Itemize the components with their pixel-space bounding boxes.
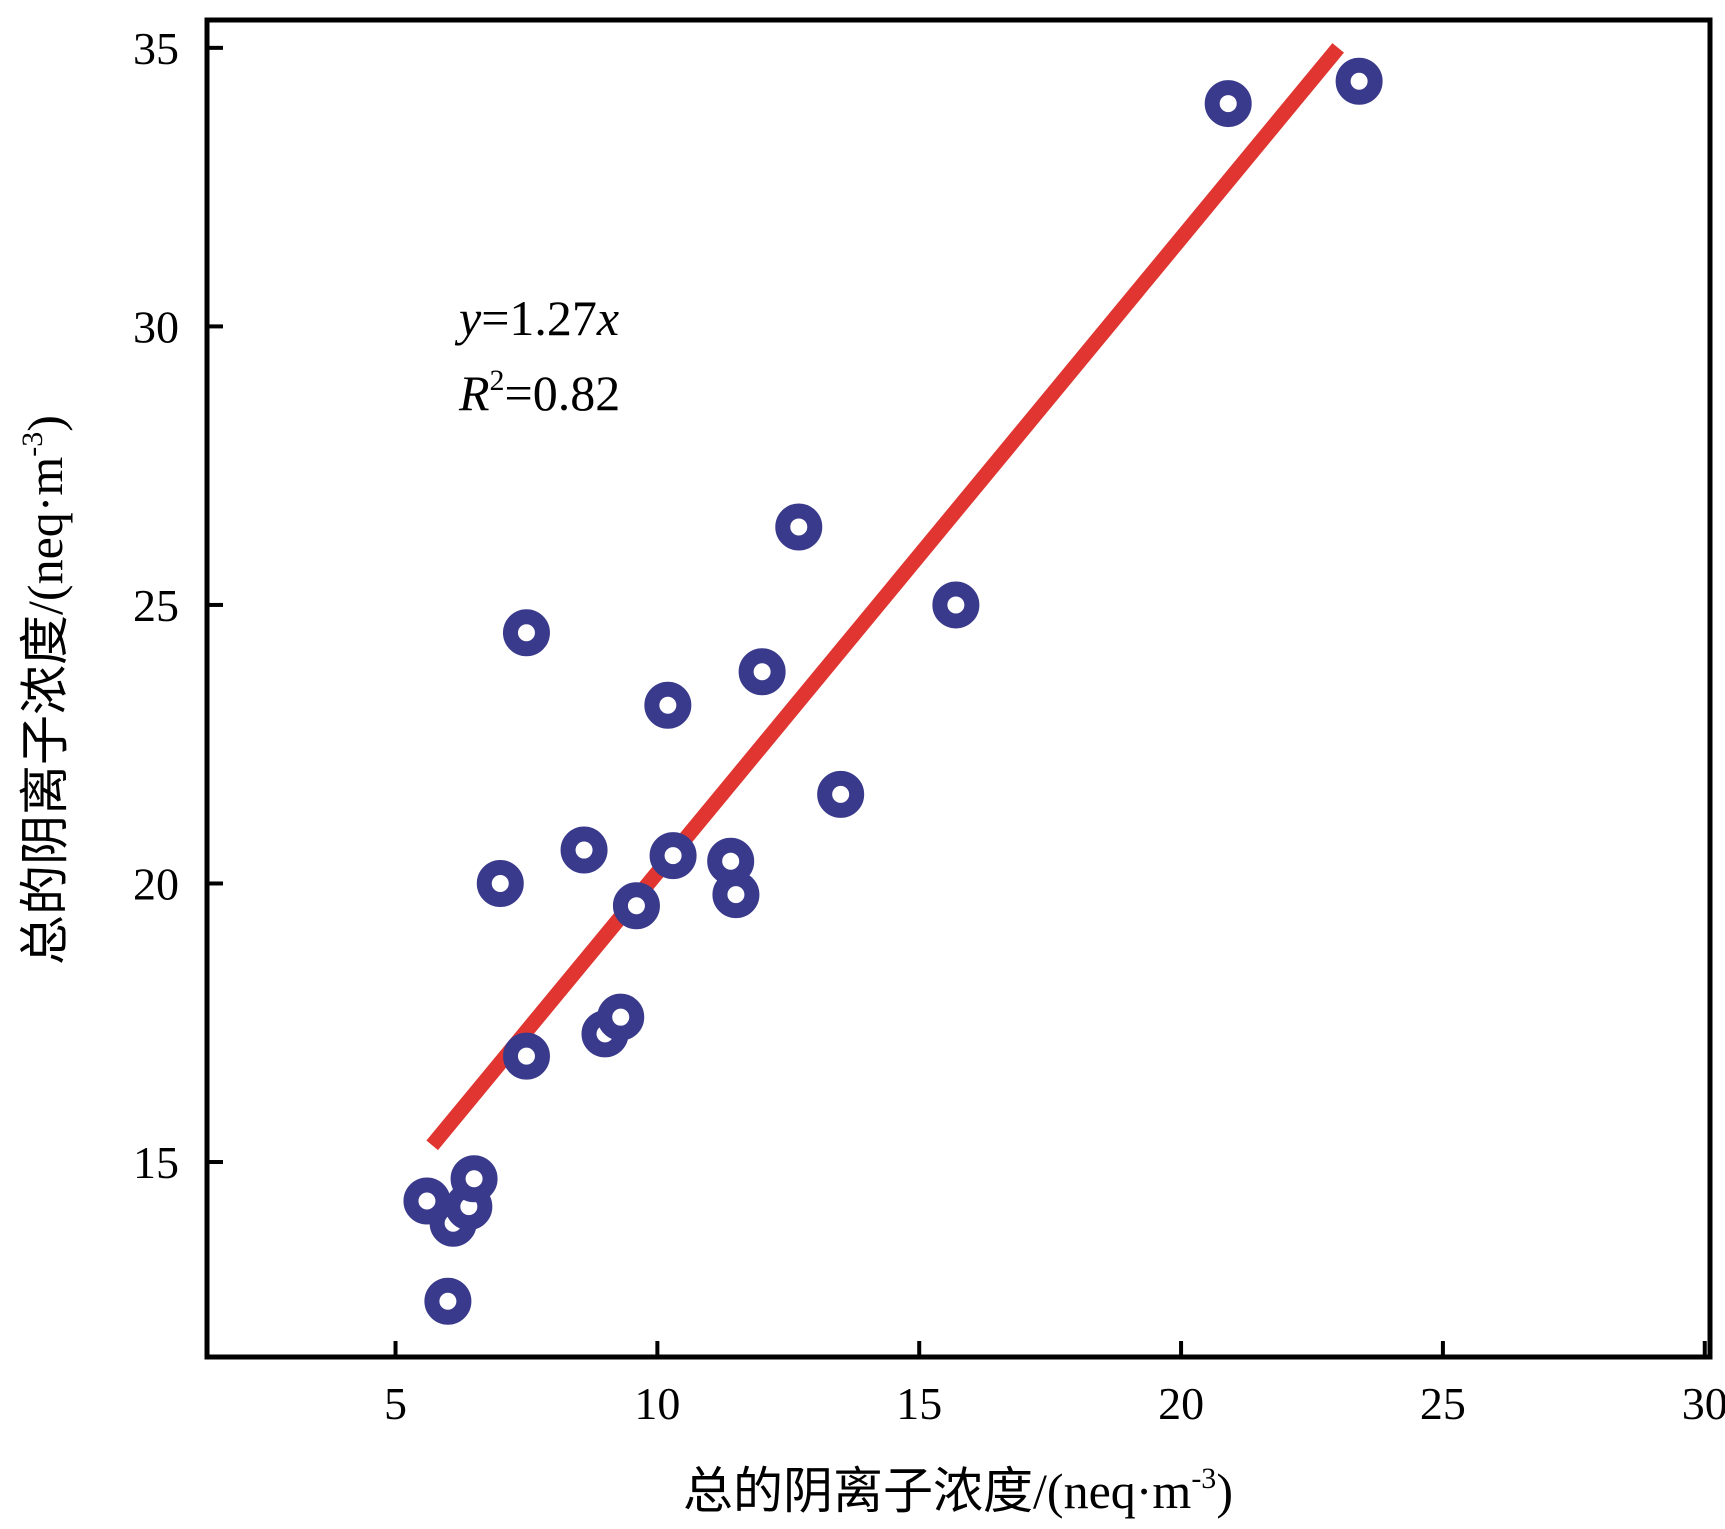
data-point	[424, 1277, 472, 1325]
x-axis-label-sup: -3	[1191, 1462, 1216, 1495]
y-axis-ticks: 15 20 25 30 35	[133, 23, 223, 1188]
data-point	[597, 993, 645, 1041]
data-point	[932, 581, 980, 629]
r-squared-sup: 2	[490, 364, 505, 397]
data-point	[1335, 57, 1383, 105]
plot-area-frame	[204, 17, 1713, 1360]
x-tick-label: 20	[1158, 1378, 1204, 1429]
data-point	[644, 681, 692, 729]
data-points	[403, 57, 1383, 1325]
y-tick-label: 35	[133, 23, 179, 74]
data-point	[1204, 80, 1252, 128]
x-axis-label-main: 总的阴离子浓度/(neq·m	[683, 1463, 1191, 1519]
data-point	[502, 609, 550, 657]
regression-line	[426, 43, 1344, 1151]
equation-y-var: y	[454, 290, 482, 346]
r-squared-value: =0.82	[505, 365, 621, 421]
x-tick-label: 10	[634, 1378, 680, 1429]
r-squared-annotation: R2=0.82	[458, 364, 620, 421]
x-axis-label-close: )	[1216, 1463, 1233, 1519]
x-tick-label: 25	[1420, 1378, 1466, 1429]
y-axis-label-close: )	[17, 415, 73, 432]
y-axis-label-main: 总的阴离子浓度/(neq·m	[17, 457, 73, 965]
data-point	[612, 882, 660, 930]
regression-line-group	[426, 43, 1344, 1151]
equation-coefficient: =1.27	[481, 290, 597, 346]
x-axis-label: 总的阴离子浓度/(neq·m-3)	[683, 1462, 1233, 1519]
data-point	[476, 859, 524, 907]
r-squared-var: R	[458, 365, 490, 421]
x-tick-label: 30	[1682, 1378, 1725, 1429]
data-point	[738, 648, 786, 696]
x-axis-ticks: 5 10 15 20 25 30	[384, 1341, 1725, 1429]
data-point	[560, 826, 608, 874]
data-point	[649, 832, 697, 880]
y-tick-label: 20	[133, 858, 179, 909]
y-tick-label: 15	[133, 1137, 179, 1188]
equation-annotation: y=1.27x	[454, 290, 619, 346]
data-point	[502, 1032, 550, 1080]
data-point	[712, 871, 760, 919]
y-tick-label: 30	[133, 301, 179, 352]
data-point	[450, 1155, 498, 1203]
x-tick-label: 5	[384, 1378, 407, 1429]
y-axis-label-sup: -3	[16, 432, 49, 457]
x-tick-label: 15	[896, 1378, 942, 1429]
y-axis-label: 总的阴离子浓度/(neq·m-3)	[16, 415, 73, 965]
y-tick-label: 25	[133, 580, 179, 631]
data-point	[817, 770, 865, 818]
equation-x-var: x	[596, 290, 619, 346]
data-point	[775, 503, 823, 551]
